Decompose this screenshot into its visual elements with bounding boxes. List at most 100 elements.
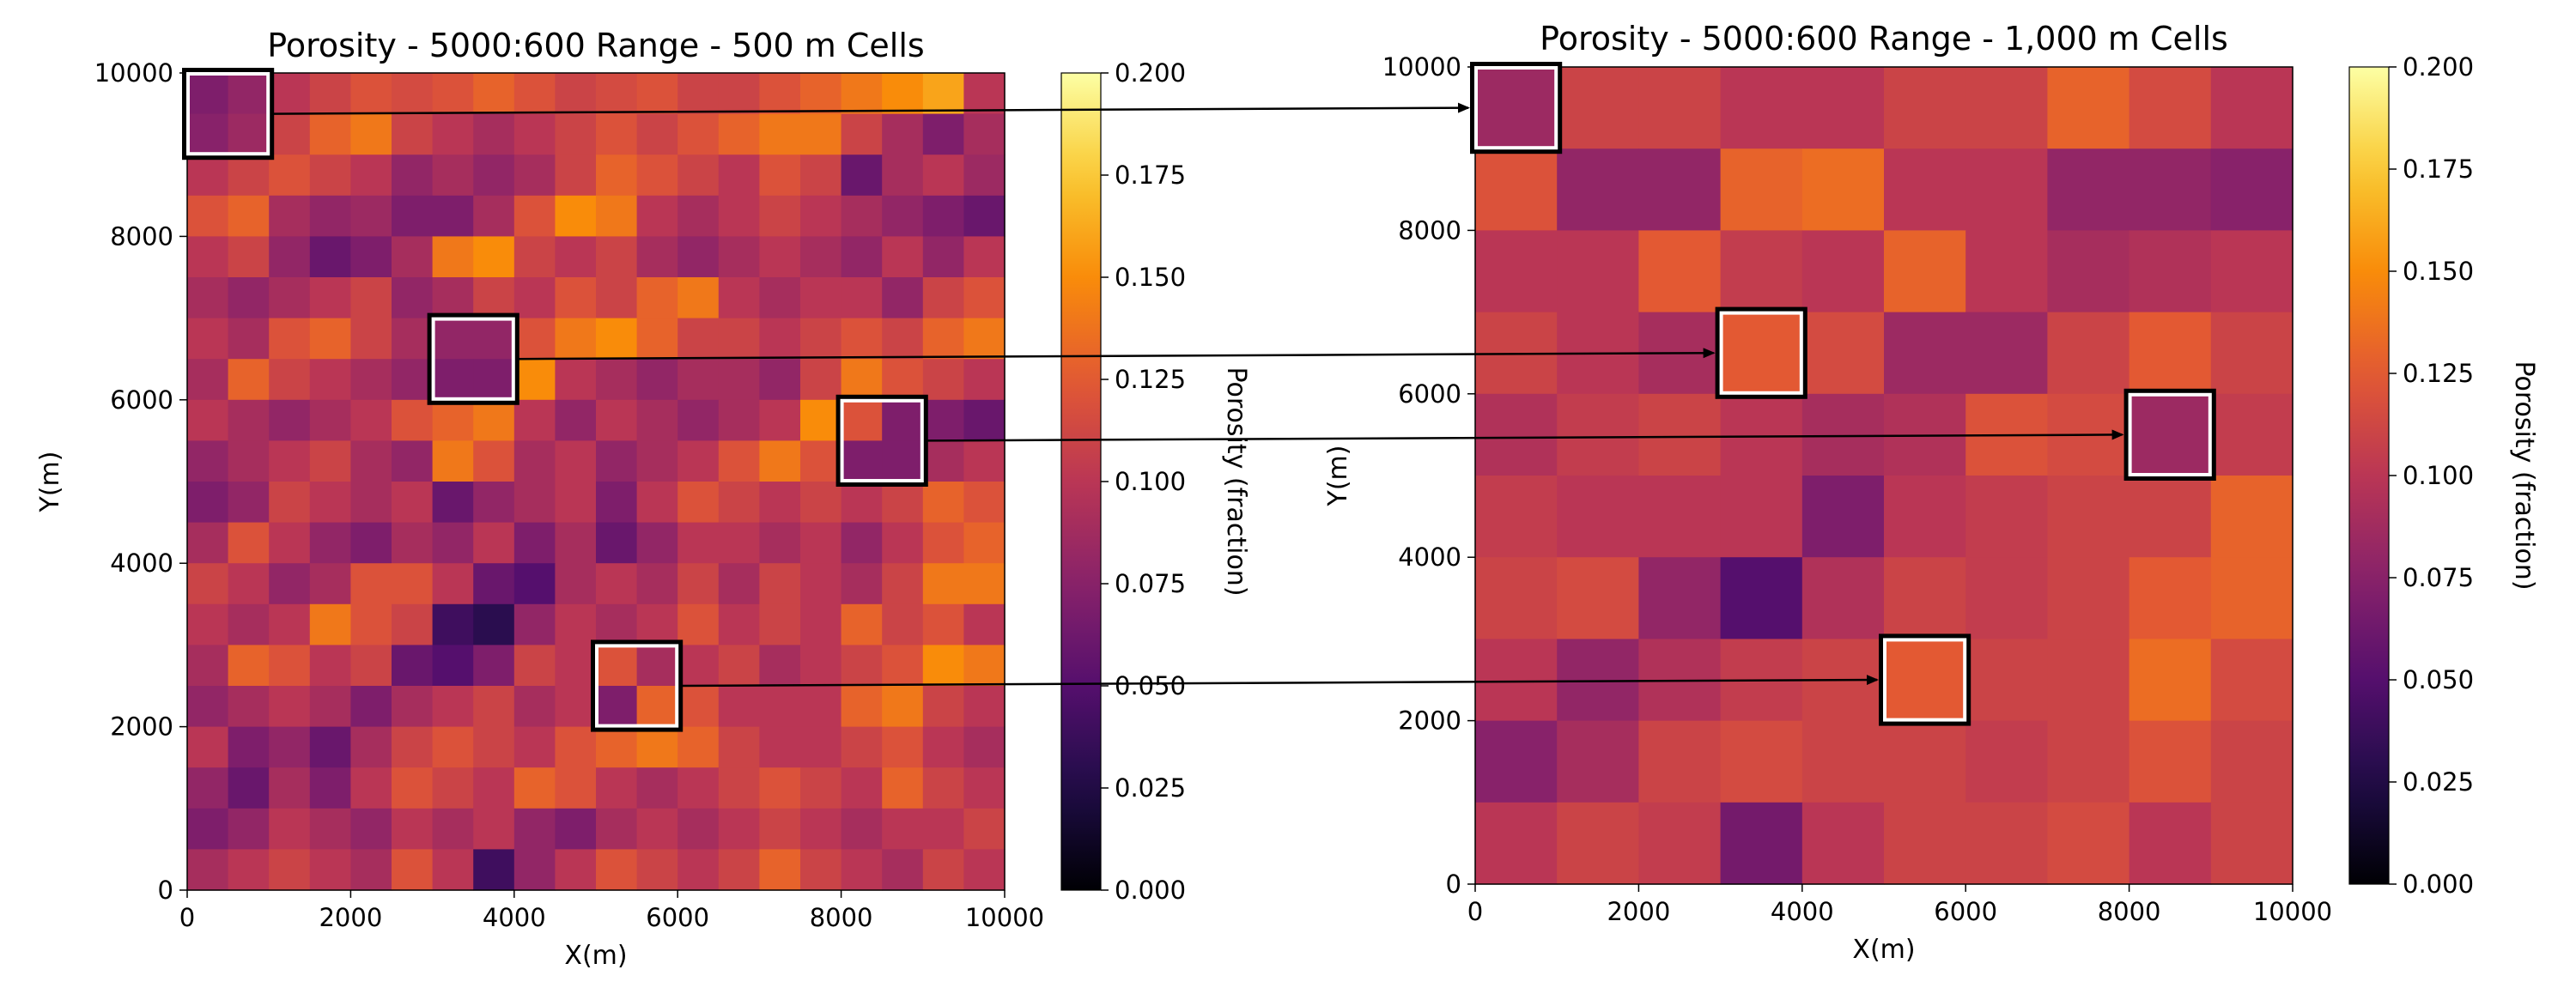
heatmap-cell [963,726,1005,768]
heatmap-cell [432,195,474,237]
highlight-box-inner [431,317,515,401]
heatmap-cell [350,767,392,809]
heatmap-cell [1557,230,1639,313]
heatmap-cell [432,113,474,155]
heatmap-cell [800,563,842,605]
heatmap-cell [759,767,801,809]
heatmap-cell [963,522,1005,564]
heatmap-cell [555,563,597,605]
heatmap-cell [922,359,964,401]
heatmap-cell [228,113,270,155]
highlight-box [1470,62,1563,155]
x-tick-label: 10000 [2253,897,2332,926]
heatmap-500m-panel: Porosity - 5000:600 Range - 500 m Cells 0… [35,27,1251,971]
y-tick-label: 10000 [1382,52,1461,82]
heatmap-cell [309,603,351,645]
heatmap-cell [718,440,760,482]
heatmap-cell [841,522,883,564]
heatmap-cells [1475,67,2293,885]
heatmap-cell [2210,148,2293,231]
heatmap-cell [187,399,229,441]
heatmap-cell [596,849,638,891]
heatmap-cell [392,645,434,687]
heatmap-cell [269,440,311,482]
heatmap-cell [922,645,964,687]
y-tick-label: 8000 [1398,215,1461,245]
heatmap-cell [677,522,720,564]
colorbar-tick-label: 0.175 [2403,155,2474,184]
heatmap-cell [228,195,270,237]
heatmap-cell [432,236,474,278]
annotation-arrow [516,348,1716,361]
heatmap-cell [1557,720,1639,803]
heatmap-cell [228,603,270,645]
heatmap-cell [2210,312,2293,395]
heatmap-cell [473,73,515,115]
heatmap-cell [309,277,351,319]
heatmap-cell [432,767,474,809]
heatmap-cell [392,236,434,278]
heatmap-cell [2047,720,2130,803]
heatmap-cell [555,277,597,319]
heatmap-cell [187,113,229,155]
x-tick-label: 6000 [646,903,709,932]
heatmap-cell [759,318,801,360]
heatmap-cell [269,603,311,645]
heatmap-cell [350,686,392,728]
heatmap-cell [1638,802,1722,885]
heatmap-cell [841,318,883,360]
heatmap-cell [1801,557,1885,639]
heatmap-cell [596,113,638,155]
heatmap-cell [513,318,556,360]
colorbar-tick-label: 0.200 [1115,58,1186,88]
heatmap-cell [718,113,760,155]
heatmap-cell [596,236,638,278]
heatmap-cell [432,522,474,564]
heatmap-cell [309,318,351,360]
heatmap-cell [718,155,760,197]
heatmap-cell [800,113,842,155]
heatmap-cell [963,767,1005,809]
heatmap-cell [800,603,842,645]
heatmap-cell [922,603,964,645]
heatmap-cell [309,645,351,687]
heatmap-cell [718,318,760,360]
heatmap-cell [800,195,842,237]
heatmap-cell [1557,67,1639,149]
heatmap-cell [922,563,964,605]
chart-title: Porosity - 5000:600 Range - 1,000 m Cell… [1540,20,2228,58]
x-tick-label: 4000 [1771,897,1834,926]
heatmap-cell [1884,312,1966,395]
heatmap-cell [309,155,351,197]
heatmap-cell [2210,802,2293,885]
plot-frame [186,72,1005,891]
heatmap-cell [1965,720,2048,803]
y-tick-label: 4000 [1398,542,1461,572]
heatmap-cell [841,726,883,768]
heatmap-cell [513,563,556,605]
heatmap-cell [677,277,720,319]
heatmap-cell [718,482,760,524]
colorbar: 0.000 0.025 0.050 0.075 0.100 0.125 0.150 0.175… [1060,58,1251,905]
heatmap-cell [759,522,801,564]
heatmap-cell [1884,476,1966,558]
heatmap-cell [1801,476,1885,558]
heatmap-cell [677,113,720,155]
heatmap-cell [759,359,801,401]
heatmap-cell [800,236,842,278]
heatmap-cell [269,195,311,237]
heatmap-cell [677,318,720,360]
y-tick-label: 4000 [110,548,173,578]
heatmap-cell [636,440,678,482]
heatmap-cell [882,236,924,278]
heatmap-cell [473,195,515,237]
heatmap-cell [2129,802,2212,885]
heatmap-cell [882,195,924,237]
heatmap-cell [2129,148,2212,231]
y-axis-label: Y(m) [1323,445,1353,507]
heatmap-cell [228,359,270,401]
heatmap-cell [1884,802,1966,885]
heatmap-cell [718,686,760,728]
heatmap-cell [1557,148,1639,231]
annotation-arrow [680,675,1879,688]
